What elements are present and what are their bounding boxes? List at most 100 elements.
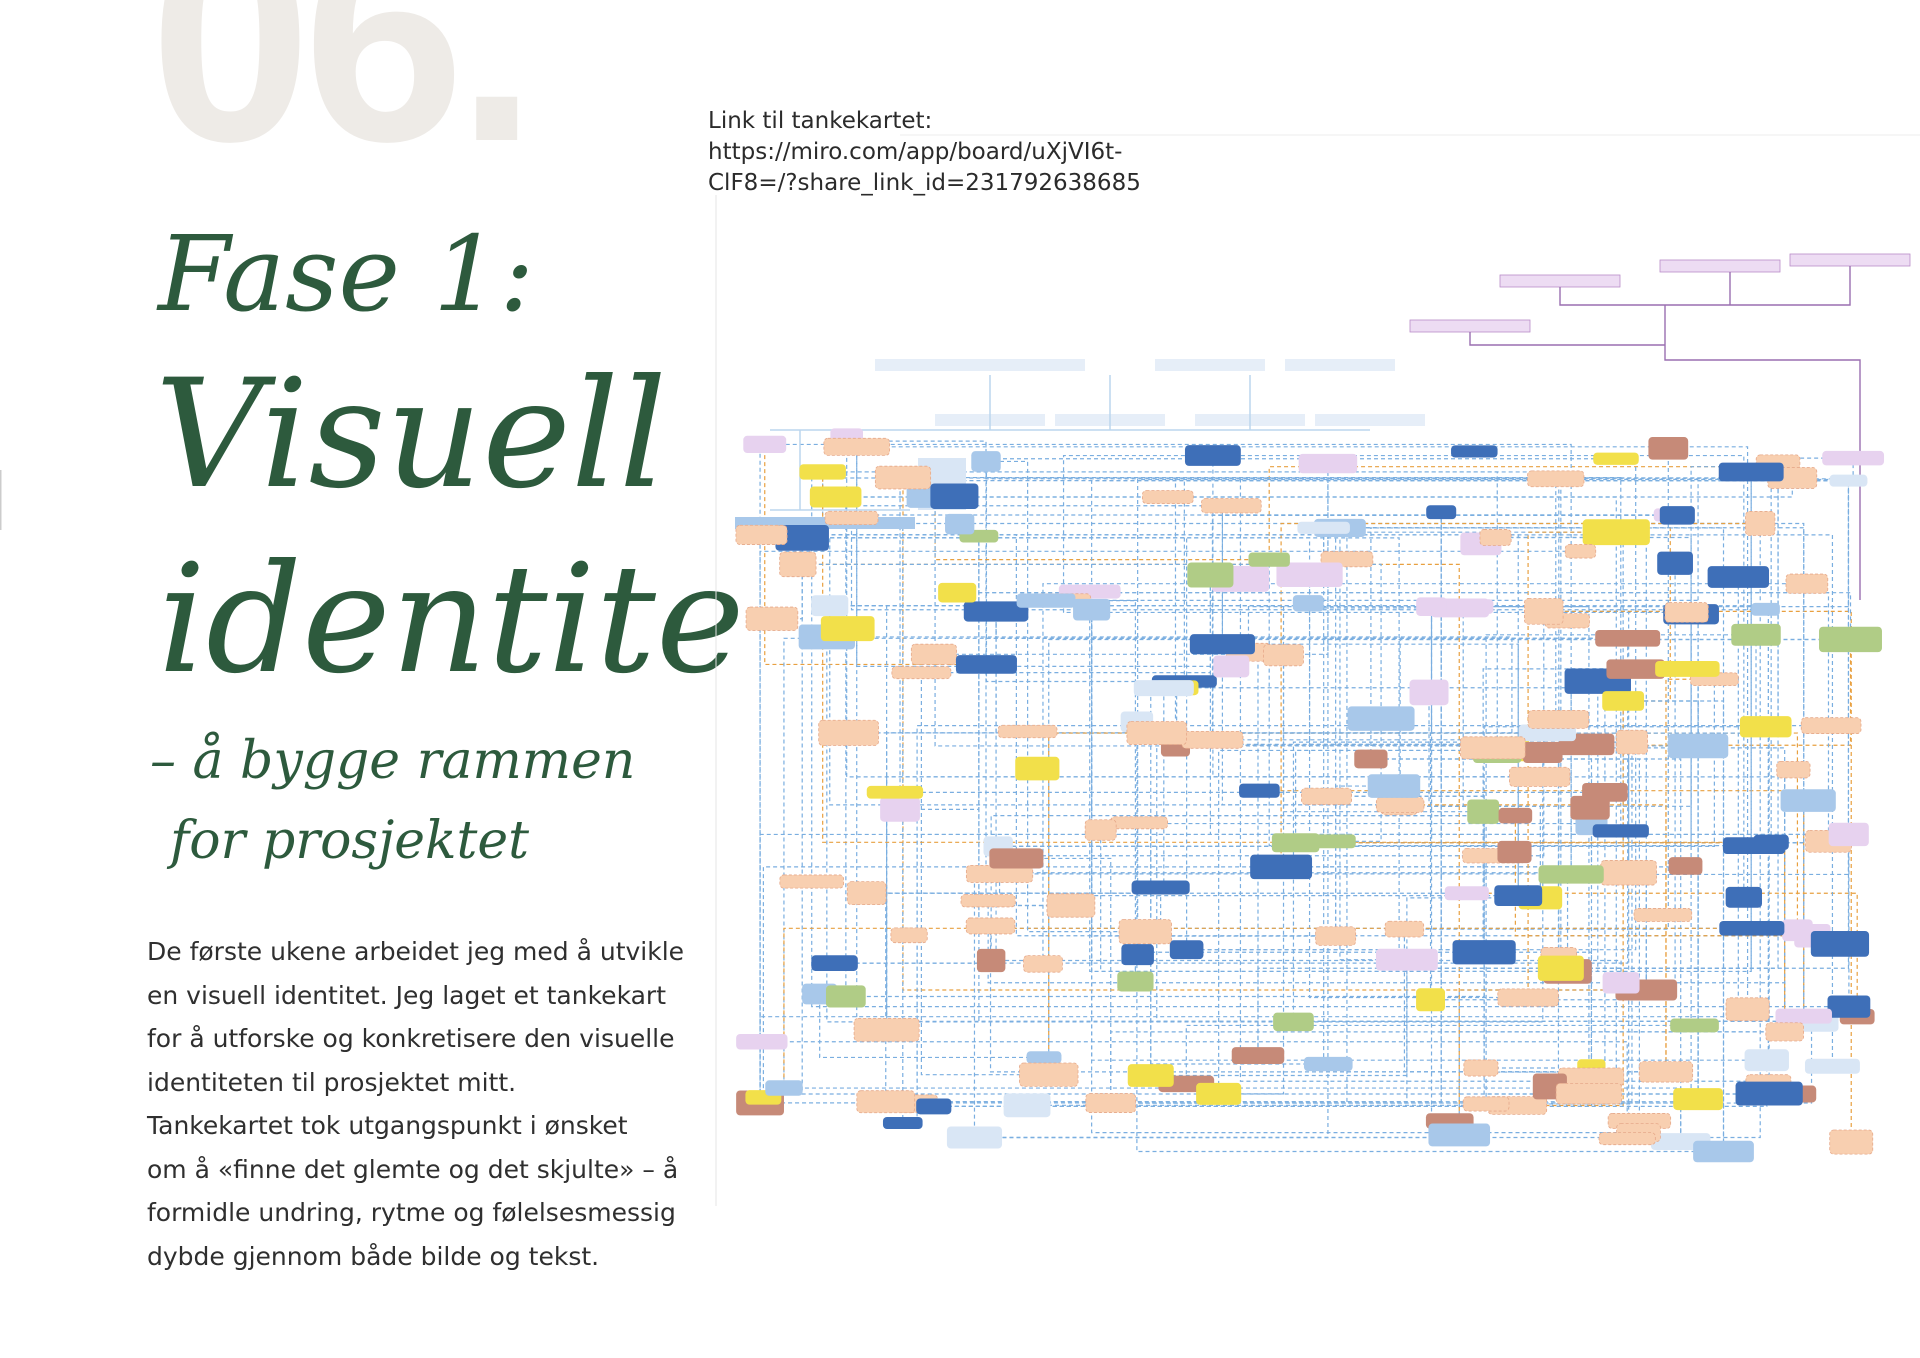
map-node <box>1668 733 1729 759</box>
map-node <box>1273 1012 1314 1032</box>
map-node <box>945 513 975 535</box>
connector <box>1150 815 1516 1076</box>
map-node <box>846 881 887 906</box>
map-node <box>1722 837 1786 855</box>
connector <box>835 496 1617 533</box>
map-node <box>1522 741 1563 764</box>
tree-node <box>1659 259 1781 273</box>
connector <box>759 550 1581 1103</box>
map-node <box>1731 623 1781 646</box>
connector <box>1257 967 1561 1056</box>
map-node <box>1416 597 1447 616</box>
title: Fase 1: <box>158 213 535 335</box>
connector <box>1062 454 1213 601</box>
map-node <box>1239 783 1280 798</box>
map-node <box>1527 709 1590 729</box>
map-node <box>1606 659 1665 679</box>
connector <box>829 605 1401 806</box>
map-node <box>765 1080 803 1096</box>
map-node <box>1655 661 1720 677</box>
link-url[interactable]: https://miro.com/app/board/uXjVI6t- <box>708 139 1123 165</box>
connector <box>886 776 1540 1030</box>
map-node <box>1564 544 1597 559</box>
body-line: dybde gjennom både bilde og tekst. <box>147 1241 600 1271</box>
connector <box>1174 478 1556 746</box>
map-node <box>1023 955 1063 973</box>
connector <box>985 461 1556 480</box>
map-node <box>1384 920 1425 938</box>
connector <box>1323 527 1666 1073</box>
map-node <box>811 955 858 971</box>
map-node <box>880 797 920 822</box>
map-node <box>1810 930 1870 957</box>
map-node <box>1126 721 1188 745</box>
connector <box>1370 758 1640 1121</box>
connector <box>1339 527 1725 1152</box>
tree-node <box>1789 253 1911 267</box>
connector <box>1015 858 1813 937</box>
connector <box>1042 583 1807 964</box>
title: Visuell <box>155 348 667 522</box>
connector <box>985 637 1628 665</box>
map-node <box>1664 602 1709 623</box>
tree-line <box>770 375 1370 511</box>
map-node <box>938 582 977 603</box>
map-node <box>1085 1093 1137 1113</box>
map-node <box>1555 1082 1623 1105</box>
map-node <box>1497 840 1532 864</box>
map-node <box>1828 822 1869 847</box>
body-line: Tankekartet tok utgangspunkt i ønsket <box>147 1111 628 1140</box>
connector <box>1430 563 1676 1001</box>
connector <box>1323 527 1805 1017</box>
connector <box>1370 758 1682 1142</box>
connector <box>1335 785 1394 937</box>
map-node <box>1416 988 1445 1012</box>
map-node <box>1829 474 1868 487</box>
tree-node <box>1315 414 1425 426</box>
map-node <box>1181 730 1244 749</box>
map-node <box>1462 1096 1510 1112</box>
map-node <box>809 486 862 508</box>
connector <box>1091 609 1767 1061</box>
link-url[interactable]: ClF8=/?share_link_id=231792638685 <box>708 170 1141 196</box>
connector <box>1295 842 1786 1032</box>
map-node <box>1479 529 1512 546</box>
map-node <box>1213 655 1250 678</box>
map-node <box>779 874 845 889</box>
map-node <box>1444 886 1489 901</box>
connector <box>1484 951 1592 1073</box>
map-node <box>743 435 787 454</box>
connector <box>826 636 1513 750</box>
map-node <box>779 551 817 578</box>
connector <box>1138 822 1592 825</box>
map-node <box>1084 819 1117 841</box>
page-number: 06. <box>150 0 537 202</box>
connector <box>783 927 1752 1089</box>
map-node <box>965 917 1016 935</box>
map-node <box>960 894 1016 908</box>
map-node <box>1509 766 1571 787</box>
map-node <box>1189 634 1255 655</box>
connector <box>1560 466 1779 969</box>
connector <box>1567 471 1752 973</box>
map-node <box>1231 1047 1285 1065</box>
map-node <box>1292 595 1324 612</box>
map-node <box>736 1034 788 1050</box>
connector <box>759 1016 1858 1103</box>
map-node <box>946 1126 1003 1149</box>
body-line: formidle undring, rytme og følelsesmessi… <box>147 1198 676 1227</box>
connector <box>1770 457 1854 843</box>
map-node <box>775 524 829 551</box>
connector <box>1514 815 1813 937</box>
map-node <box>1765 1022 1804 1042</box>
map-node <box>1298 453 1358 474</box>
map-node <box>1117 971 1154 992</box>
map-node <box>1718 462 1784 482</box>
connector <box>1212 454 1745 898</box>
map-node <box>1110 816 1169 830</box>
connector <box>1016 857 1112 1104</box>
connector <box>801 537 1800 1095</box>
tree-node <box>1499 274 1621 288</box>
map-node <box>823 437 890 456</box>
map-node <box>1527 470 1585 488</box>
